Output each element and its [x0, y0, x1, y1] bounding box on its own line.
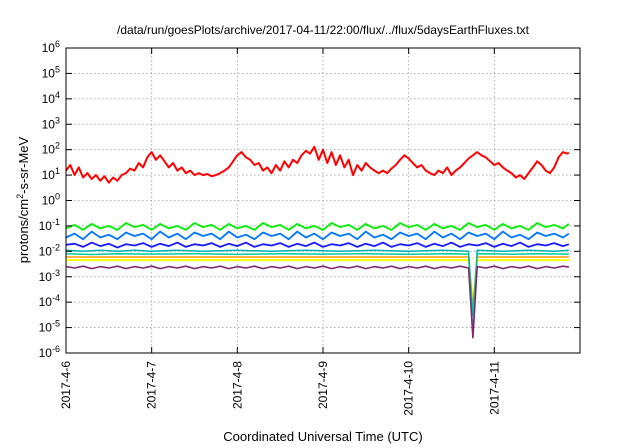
y-axis-title-sup: 2	[15, 194, 25, 199]
y-tick-exponent: -6	[52, 344, 60, 354]
y-tick-exponent: 4	[55, 90, 60, 100]
y-tick-labels: 10-610-510-410-310-210-11001011021031041…	[39, 39, 60, 360]
x-axis-title: Coordinated Universal Time (UTC)	[223, 429, 422, 444]
y-axis-title: protons/cm2-s-sr-MeV	[15, 136, 31, 263]
x-tick-labels: 2017-4-6 2017-4-7 2017-4-8 2017-4-9 2017-4-1…	[59, 361, 501, 416]
y-tick-base: 10	[39, 346, 53, 360]
series-line-5	[65, 241, 570, 249]
y-tick-label: 10-5	[39, 319, 60, 335]
tick-layer	[65, 47, 580, 354]
y-tick-exponent: -4	[52, 293, 60, 303]
y-tick-label: 101	[42, 166, 60, 182]
series-layer	[65, 145, 570, 339]
y-axis-title-suffix: -s-sr-MeV	[16, 136, 31, 193]
x-tick-label: 2017-4-8	[230, 361, 244, 409]
y-tick-label: 10-2	[39, 242, 60, 258]
series-line-4	[65, 249, 569, 336]
y-tick-exponent: 0	[55, 192, 60, 202]
y-tick-label: 100	[42, 192, 60, 208]
series-line-6	[65, 230, 570, 241]
y-tick-exponent: -5	[52, 319, 60, 329]
y-tick-base: 10	[42, 92, 56, 106]
y-tick-exponent: 6	[55, 39, 60, 49]
y-tick-base: 10	[39, 295, 53, 309]
series-line-9	[65, 145, 570, 184]
y-tick-label: 102	[42, 141, 60, 157]
y-tick-label: 10-4	[39, 293, 60, 309]
y-axis-title-prefix: protons/cm	[16, 199, 31, 263]
y-tick-label: 10-1	[39, 217, 60, 233]
series-line-8	[65, 265, 570, 339]
series-line-3	[65, 253, 569, 317]
y-tick-base: 10	[39, 270, 53, 284]
series-line-2	[66, 256, 569, 311]
y-tick-label: 103	[42, 115, 60, 131]
y-tick-exponent: 1	[55, 166, 60, 176]
y-tick-base: 10	[42, 117, 56, 131]
y-tick-label: 104	[42, 90, 60, 106]
x-tick-label: 2017-4-10	[402, 361, 416, 416]
x-tick-label: 2017-4-9	[316, 361, 330, 409]
y-tick-exponent: 5	[55, 64, 60, 74]
x-tick-label: 2017-4-6	[59, 361, 73, 409]
x-tick-label: 2017-4-7	[145, 361, 159, 409]
y-tick-base: 10	[42, 66, 56, 80]
y-tick-base: 10	[42, 41, 56, 55]
y-tick-label: 106	[42, 39, 60, 55]
y-tick-label: 10-6	[39, 344, 60, 360]
y-tick-base: 10	[39, 219, 53, 233]
y-tick-base: 10	[42, 143, 56, 157]
y-tick-base: 10	[42, 194, 56, 208]
y-tick-exponent: 2	[55, 141, 60, 151]
y-tick-base: 10	[39, 321, 53, 335]
chart-title: /data/run/goesPlots/archive/2017-04-11/2…	[117, 23, 530, 37]
series-line-7	[65, 222, 570, 231]
grid-layer	[66, 48, 580, 353]
series-line-1	[66, 259, 569, 304]
y-tick-exponent: -1	[52, 217, 60, 227]
x-tick-label: 2017-4-11	[487, 361, 501, 415]
y-tick-label: 105	[42, 64, 60, 80]
y-tick-exponent: -2	[52, 242, 60, 252]
y-tick-label: 10-3	[39, 268, 60, 284]
y-tick-base: 10	[39, 244, 53, 258]
y-tick-exponent: -3	[52, 268, 60, 278]
y-tick-exponent: 3	[55, 115, 60, 125]
y-tick-base: 10	[42, 168, 56, 182]
